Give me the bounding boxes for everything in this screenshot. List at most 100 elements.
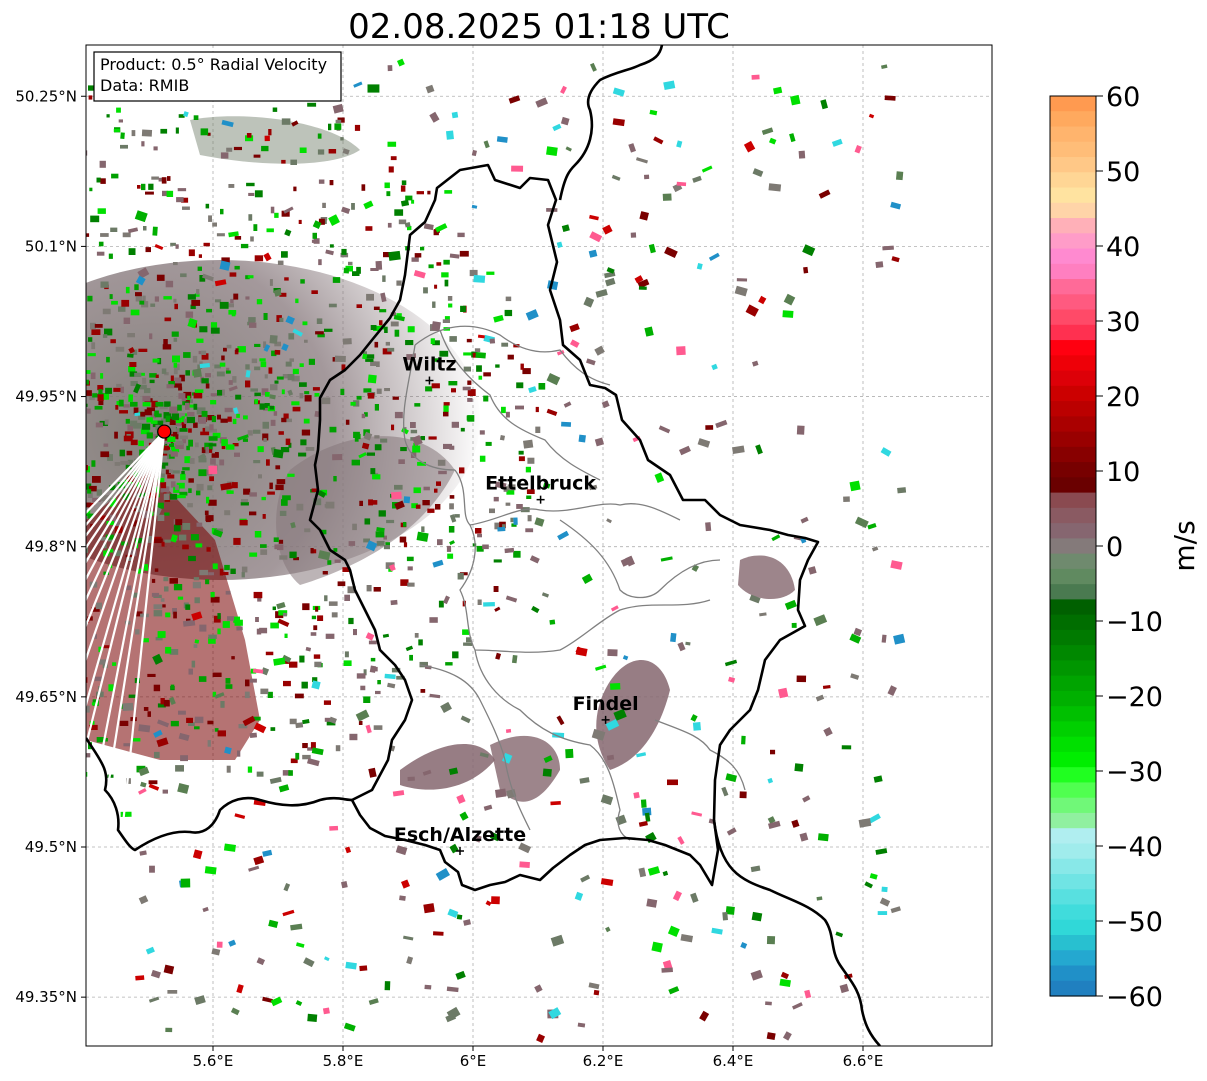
- radar-echo-pixel: [755, 444, 763, 455]
- radar-echo-pixel: [864, 881, 873, 889]
- radar-echo-pixel: [411, 503, 418, 509]
- radar-echo-pixel: [854, 144, 862, 154]
- radar-echo-pixel: [140, 411, 146, 417]
- radar-echo-pixel: [853, 627, 863, 637]
- radar-echo-pixel: [188, 488, 192, 493]
- radar-echo-pixel: [177, 783, 190, 794]
- radar-echo-pixel: [421, 526, 425, 532]
- radar-echo-pixel: [433, 358, 440, 362]
- radar-echo-pixel: [253, 154, 261, 158]
- radar-echo-pixel: [50, 427, 56, 434]
- radar-echo-pixel: [180, 878, 191, 888]
- radar-echo-pixel: [313, 654, 321, 659]
- radar-echo-pixel: [451, 421, 459, 428]
- radar-echo-pixel: [295, 942, 305, 948]
- radar-echo-pixel: [460, 427, 465, 432]
- radar-echo-pixel: [170, 426, 176, 432]
- radar-echo-pixel: [494, 606, 501, 612]
- radar-echo-pixel: [513, 517, 518, 525]
- radar-echo-pixel: [182, 467, 190, 471]
- radar-echo-pixel: [5, 664, 12, 669]
- radar-echo-pixel: [43, 182, 48, 188]
- radar-echo-pixel: [285, 315, 295, 325]
- colorbar-cell: [1050, 660, 1096, 677]
- radar-echo-pixel: [224, 564, 230, 571]
- radar-echo-pixel: [295, 722, 304, 729]
- radar-echo-pixel: [153, 729, 163, 738]
- radar-echo-pixel: [368, 640, 377, 645]
- radar-echo-pixel: [348, 261, 353, 266]
- radar-echo-pixel: [290, 159, 297, 165]
- radar-echo-pixel: [263, 252, 272, 262]
- radar-echo-pixel: [370, 657, 376, 662]
- radar-echo-pixel: [192, 581, 201, 589]
- radar-echo-pixel: [311, 290, 318, 294]
- radar-echo-pixel: [77, 560, 82, 564]
- radar-echo-pixel: [341, 364, 346, 371]
- radar-echo-pixel: [668, 986, 680, 995]
- radar-echo-pixel: [130, 439, 138, 446]
- radar-echo-pixel: [363, 669, 367, 676]
- radar-echo-pixel: [552, 123, 562, 132]
- radar-echo-pixel: [820, 99, 828, 110]
- radar-echo-pixel: [209, 476, 214, 482]
- radar-echo-pixel: [245, 296, 250, 300]
- radar-echo-pixel: [750, 865, 761, 873]
- colorbar-cell: [1050, 675, 1096, 692]
- radar-echo-pixel: [199, 569, 209, 576]
- inbound-velocity-area: [86, 470, 260, 760]
- radar-echo-pixel: [137, 185, 141, 189]
- radar-echo-pixel: [183, 352, 191, 358]
- radar-echo-pixel: [89, 187, 93, 192]
- radar-echo-pixel: [384, 326, 388, 333]
- radar-echo-pixel: [289, 718, 297, 725]
- radar-echo-pixel: [594, 437, 605, 447]
- radar-echo-pixel: [221, 257, 230, 264]
- radar-echo-pixel: [61, 431, 65, 437]
- radar-echo-pixel: [107, 537, 113, 542]
- radar-echo-pixel: [293, 186, 297, 192]
- radar-echo-pixel: [208, 449, 213, 453]
- radar-echo-pixel: [229, 272, 237, 277]
- radar-echo-pixel: [236, 413, 240, 418]
- radar-echo-pixel: [363, 388, 372, 393]
- radar-echo-pixel: [422, 500, 430, 506]
- radar-echo-pixel: [192, 849, 203, 860]
- radar-echo-pixel: [561, 421, 572, 427]
- radar-echo-pixel: [249, 322, 257, 328]
- radar-echo-pixel: [29, 320, 37, 327]
- radar-echo-pixel: [373, 587, 381, 592]
- radar-echo-pixel: [745, 304, 759, 317]
- radar-echo-pixel: [411, 257, 419, 262]
- radar-echo-pixel: [373, 725, 383, 730]
- radar-echo-pixel: [225, 370, 231, 374]
- colorbar-cell: [1050, 797, 1096, 814]
- radar-echo-pixel: [87, 492, 93, 498]
- radar-echo-pixel: [407, 776, 415, 781]
- colorbar-tick-label: 60: [1106, 82, 1140, 113]
- radar-echo-pixel: [86, 677, 88, 683]
- radar-echo-pixel: [225, 444, 235, 450]
- radar-echo-pixel: [234, 265, 240, 270]
- radar-echo-pixel: [418, 639, 423, 646]
- radar-echo-pixel: [384, 182, 390, 189]
- radar-echo-pixel: [396, 280, 402, 286]
- radar-echo-pixel: [216, 941, 223, 948]
- radar-echo-pixel: [462, 386, 471, 391]
- radar-echo-pixel: [312, 677, 318, 683]
- radar-echo-pixel: [419, 661, 428, 668]
- radar-echo-pixel: [365, 540, 378, 552]
- radar-echo-pixel: [243, 415, 248, 420]
- radar-echo-pixel: [90, 372, 96, 380]
- radar-echo-pixel: [96, 177, 101, 183]
- colorbar-cell: [1050, 706, 1096, 723]
- radar-echo-pixel: [503, 486, 508, 492]
- radar-echo-pixel: [246, 182, 255, 187]
- radar-echo-pixel: [281, 159, 286, 164]
- radar-echo-pixel: [518, 450, 524, 455]
- radar-echo-pixel: [281, 343, 289, 352]
- radar-echo-pixel: [725, 906, 735, 915]
- radar-echo-pixel: [0, 256, 7, 263]
- radar-echo-pixel: [165, 612, 171, 618]
- radar-echo-pixel: [552, 732, 565, 739]
